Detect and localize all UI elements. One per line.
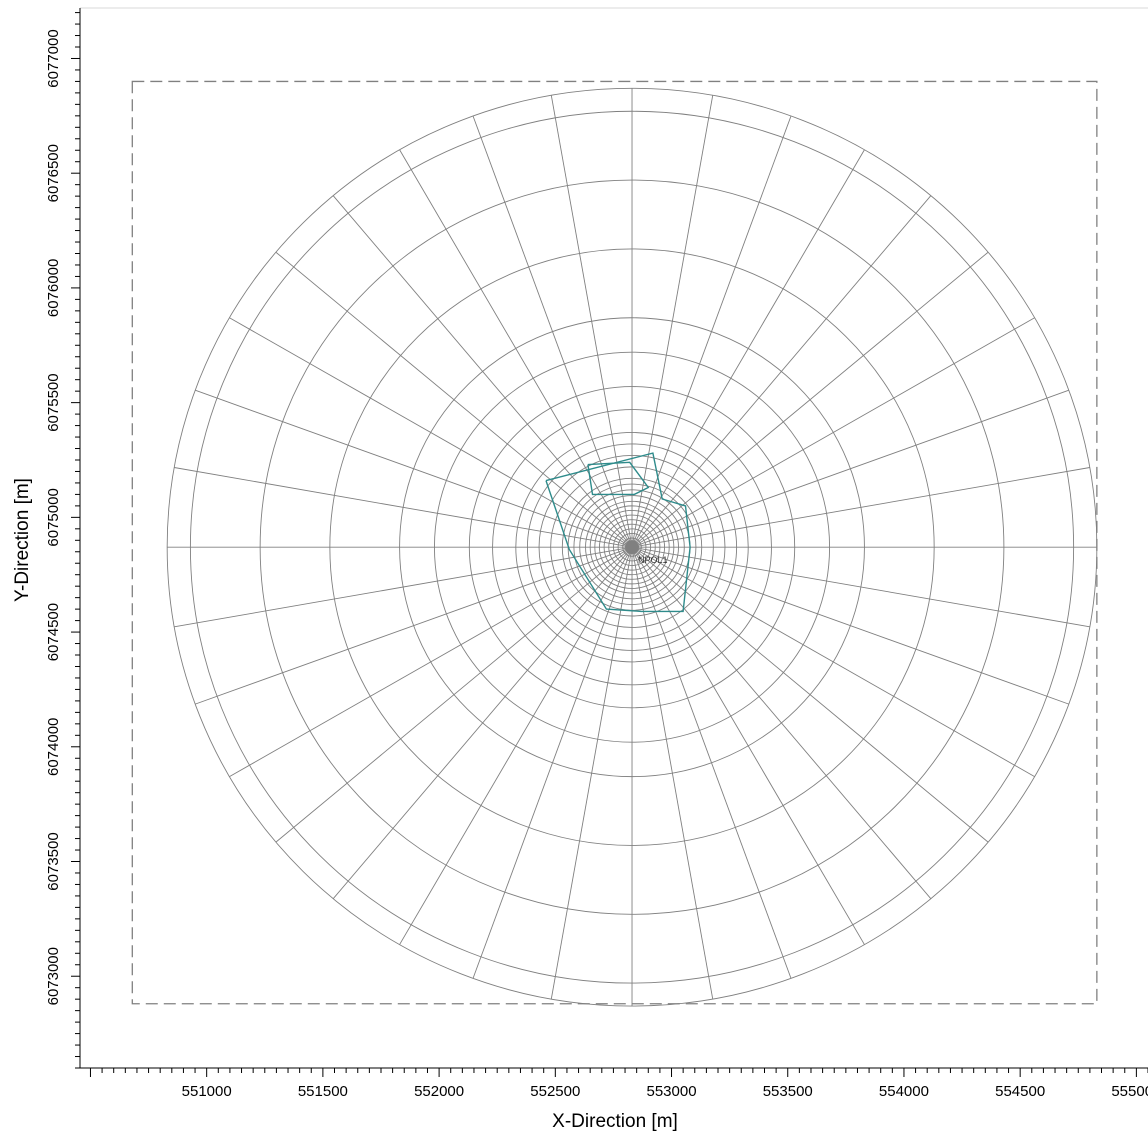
source-point: NPOL1 <box>625 540 668 565</box>
domain-box <box>131 80 1098 1005</box>
source-polygon-1 <box>587 461 650 496</box>
source-point-label: NPOL1 <box>638 555 668 565</box>
grid-spoke-3 <box>631 149 865 548</box>
grid-spoke-13 <box>631 546 989 843</box>
x-tick-label: 552500 <box>530 1083 580 1100</box>
y-axis-title: Y-Direction [m] <box>12 478 33 602</box>
y-tick-label: 6073000 <box>45 947 62 1005</box>
x-tick-label: 552000 <box>414 1083 464 1100</box>
grid-spoke-2 <box>631 115 792 548</box>
y-tick-label: 6074000 <box>45 718 62 776</box>
y-tick-label: 6073500 <box>45 832 62 890</box>
grid-spoke-11 <box>631 546 1069 705</box>
y-tick-label: 6074500 <box>45 603 62 661</box>
x-tick-label: 553000 <box>646 1083 696 1100</box>
x-axis-title: X-Direction [m] <box>552 1111 678 1132</box>
source-polygons <box>545 452 691 613</box>
plot-frame <box>79 7 1148 1069</box>
y-tick-label: 6077000 <box>45 29 62 87</box>
x-tick-label: 555000 <box>1111 1083 1148 1100</box>
x-tick-label: 551000 <box>182 1083 232 1100</box>
grid-spoke-22 <box>332 546 633 899</box>
source-point-marker <box>625 540 640 555</box>
grid-spoke-16 <box>631 547 792 979</box>
y-tick-label: 6075000 <box>45 488 62 546</box>
grid-spoke-14 <box>631 546 932 899</box>
x-tick-label: 551500 <box>298 1083 348 1100</box>
grid-spoke-12 <box>631 546 1035 778</box>
grid-spoke-34 <box>472 115 633 548</box>
domain-box-outline <box>131 80 1098 1005</box>
x-tick-label: 554500 <box>995 1083 1045 1100</box>
source-polygon-0 <box>545 452 691 613</box>
x-tick-label: 553500 <box>763 1083 813 1100</box>
grid-spoke-32 <box>332 195 633 548</box>
y-tick-label: 6076500 <box>45 144 62 202</box>
grid-spoke-7 <box>631 389 1069 548</box>
grid-spoke-19 <box>550 547 633 1000</box>
x-tick-label: 554000 <box>879 1083 929 1100</box>
grid-spoke-35 <box>550 95 633 548</box>
grid-spoke-5 <box>631 251 989 548</box>
y-axis: 6073000 6073500 6074000 6074500 6075000 60755… <box>45 12 80 1069</box>
grid-spoke-30 <box>229 317 633 548</box>
grid-spoke-1 <box>631 95 714 548</box>
grid-spoke-28 <box>174 467 633 548</box>
grid-spoke-26 <box>174 546 633 628</box>
grid-spoke-24 <box>229 546 633 778</box>
receptor-spokes <box>167 88 1097 1007</box>
y-tick-label: 6075500 <box>45 373 62 431</box>
y-tick-label: 6076000 <box>45 259 62 317</box>
grid-spoke-31 <box>275 251 633 548</box>
grid-spoke-15 <box>631 546 865 945</box>
grid-spoke-17 <box>631 547 714 1000</box>
x-axis: 551000 551500 552000 552500 553000 553500 5540… <box>89 1068 1148 1100</box>
grid-spoke-6 <box>631 317 1035 548</box>
grid-spoke-23 <box>275 546 633 843</box>
grid-spoke-33 <box>399 149 633 548</box>
grid-spoke-4 <box>631 195 932 548</box>
grid-spoke-10 <box>631 546 1090 628</box>
grid-spoke-8 <box>631 467 1090 548</box>
grid-spoke-25 <box>195 546 633 705</box>
grid-spoke-20 <box>472 547 633 979</box>
grid-spoke-21 <box>399 546 633 945</box>
